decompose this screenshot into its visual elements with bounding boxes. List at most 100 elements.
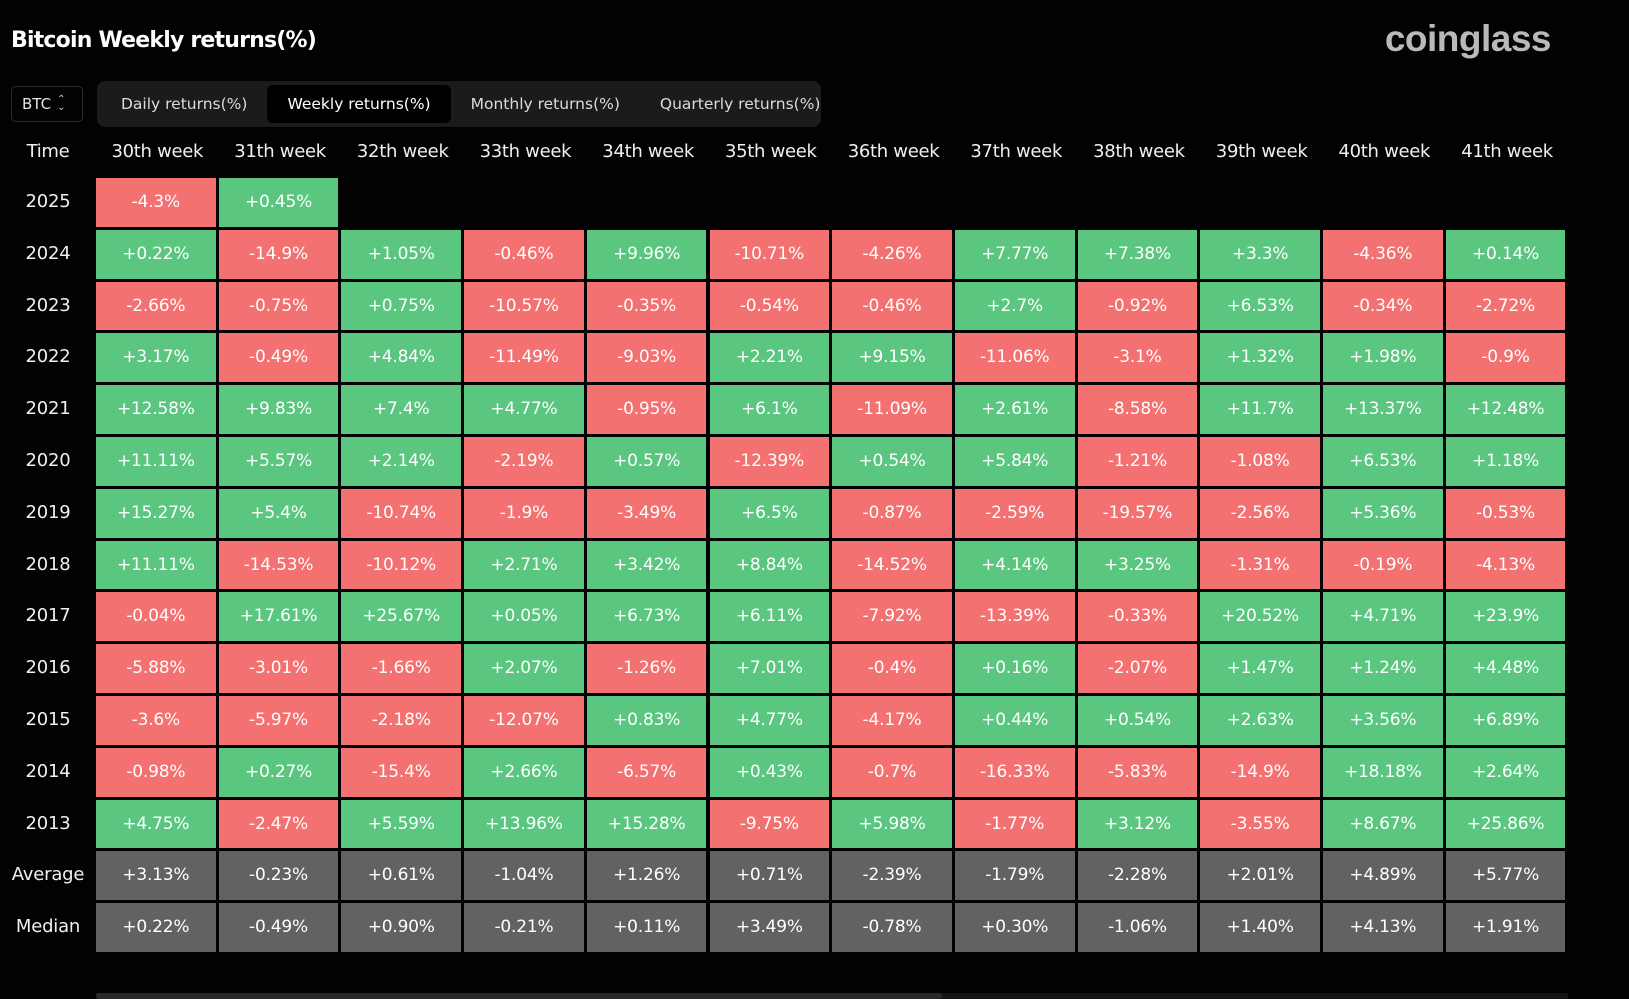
return-cell: +2.07% (464, 644, 584, 693)
return-cell: +0.05% (464, 592, 584, 642)
summary-cell: -1.04% (464, 851, 584, 901)
return-cell: +6.89% (1445, 696, 1566, 745)
return-cell: -9.03% (586, 333, 707, 383)
return-cell: -0.4% (832, 644, 952, 693)
column-header: 32th week (356, 141, 449, 162)
return-cell: -14.52% (832, 540, 952, 590)
return-cell: +3.42% (586, 540, 707, 590)
tab-monthly-returns[interactable]: Monthly returns(%) (470, 95, 620, 113)
return-cell: -14.53% (218, 540, 339, 590)
year-row-label: 2019 (25, 501, 71, 523)
return-cell: -2.66% (96, 281, 216, 331)
year-row-label: 2018 (25, 553, 71, 575)
return-cell: +8.67% (1323, 799, 1443, 849)
year-row-label: 2022 (25, 346, 71, 368)
summary-cell: -1.06% (1077, 903, 1198, 952)
return-cell: +0.27% (218, 747, 339, 797)
return-cell: -0.19% (1323, 540, 1443, 590)
year-row-label: 2024 (25, 242, 71, 264)
return-cell: -0.53% (1445, 488, 1566, 538)
return-cell: -0.9% (1445, 333, 1566, 383)
return-cell: -4.26% (832, 229, 952, 279)
coin-select[interactable]: BTC ⌃ ⌄ (11, 86, 83, 122)
return-cell: +17.61% (218, 592, 339, 642)
return-cell: +2.14% (341, 437, 462, 486)
return-cell: -10.71% (709, 229, 830, 279)
return-cell: -0.34% (1323, 281, 1443, 331)
return-cell: +9.83% (218, 385, 339, 434)
return-cell: -7.92% (832, 592, 952, 642)
return-cell: +15.28% (586, 799, 707, 849)
return-cell: +13.37% (1323, 385, 1443, 434)
summary-cell: +2.01% (1200, 851, 1320, 901)
return-cell: +25.67% (341, 592, 462, 642)
return-cell: -2.07% (1077, 644, 1198, 693)
return-cell: +1.24% (1323, 644, 1443, 693)
up-down-chevron-icon: ⌃ ⌄ (57, 94, 66, 113)
return-cell: -9.75% (709, 799, 830, 849)
summary-cell: +0.30% (954, 903, 1075, 952)
return-cell: +3.17% (96, 333, 216, 383)
return-cell: +5.57% (218, 437, 339, 486)
summary-cell: -0.78% (832, 903, 952, 952)
tab-weekly-returns[interactable]: Weekly returns(%) (267, 85, 451, 123)
summary-cell: +4.13% (1323, 903, 1443, 952)
column-header: 39th week (1215, 141, 1308, 162)
return-cell: -0.98% (96, 747, 216, 797)
year-row-label: 2023 (25, 294, 71, 316)
return-cell: -0.92% (1077, 281, 1198, 331)
return-cell: -4.36% (1323, 229, 1443, 279)
return-cell: -12.07% (464, 696, 584, 745)
corner-label: Time (26, 141, 70, 162)
tab-daily-returns[interactable]: Daily returns(%) (121, 95, 248, 113)
return-cell: -10.74% (341, 488, 462, 538)
coin-select-value: BTC (22, 95, 52, 113)
return-cell: -0.04% (96, 592, 216, 642)
summary-cell: +1.26% (586, 851, 707, 901)
return-cell: +4.77% (709, 696, 830, 745)
return-cell: -5.83% (1077, 747, 1198, 797)
return-cell: -1.31% (1200, 540, 1320, 590)
return-cell: +2.64% (1445, 747, 1566, 797)
return-cell: +9.15% (832, 333, 952, 383)
year-row-label: 2020 (25, 450, 71, 471)
return-cell: +12.48% (1445, 385, 1566, 434)
column-header: 40th week (1338, 141, 1431, 162)
return-cell: +8.84% (709, 540, 830, 590)
return-cell: +2.63% (1200, 696, 1320, 745)
coinglass-logo[interactable]: coinglass (1384, 18, 1552, 59)
year-row-label: 2021 (25, 398, 71, 420)
return-cell: +0.16% (954, 644, 1075, 693)
return-cell: -11.06% (954, 333, 1075, 383)
return-cell: -0.49% (218, 333, 339, 383)
return-cell: -14.9% (218, 229, 339, 279)
horizontal-scrollbar[interactable] (96, 993, 1568, 999)
return-cell: +7.38% (1077, 229, 1198, 279)
column-header: 31th week (234, 141, 326, 162)
return-cell: +11.11% (96, 437, 216, 486)
return-cell: +15.27% (96, 488, 216, 538)
return-cell: +7.01% (709, 644, 830, 693)
return-cell: +7.77% (954, 229, 1075, 279)
summary-row-label: Median (15, 916, 81, 938)
return-cell: -10.57% (464, 281, 584, 331)
column-header: 37th week (970, 141, 1063, 162)
summary-cell: +0.90% (341, 903, 462, 952)
return-cell: -0.46% (464, 229, 584, 279)
return-cell: +0.44% (954, 696, 1075, 745)
summary-cell: +1.91% (1445, 903, 1566, 952)
summary-cell: +0.22% (96, 903, 216, 952)
scrollbar-thumb[interactable] (96, 993, 942, 999)
return-cell: +2.61% (954, 385, 1075, 434)
return-cell: +4.84% (341, 333, 462, 383)
return-cell: +4.14% (954, 540, 1075, 590)
year-row-label: 2025 (25, 191, 71, 212)
summary-cell: -0.49% (218, 903, 339, 952)
return-cell: +5.98% (832, 799, 952, 849)
return-cell: +25.86% (1445, 799, 1566, 849)
tab-quarterly-returns[interactable]: Quarterly returns(%) (659, 95, 821, 113)
return-cell: +2.66% (464, 747, 584, 797)
summary-cell: +0.61% (341, 851, 462, 901)
year-row-label: 2015 (25, 709, 71, 730)
year-row-label: 2017 (25, 605, 71, 627)
